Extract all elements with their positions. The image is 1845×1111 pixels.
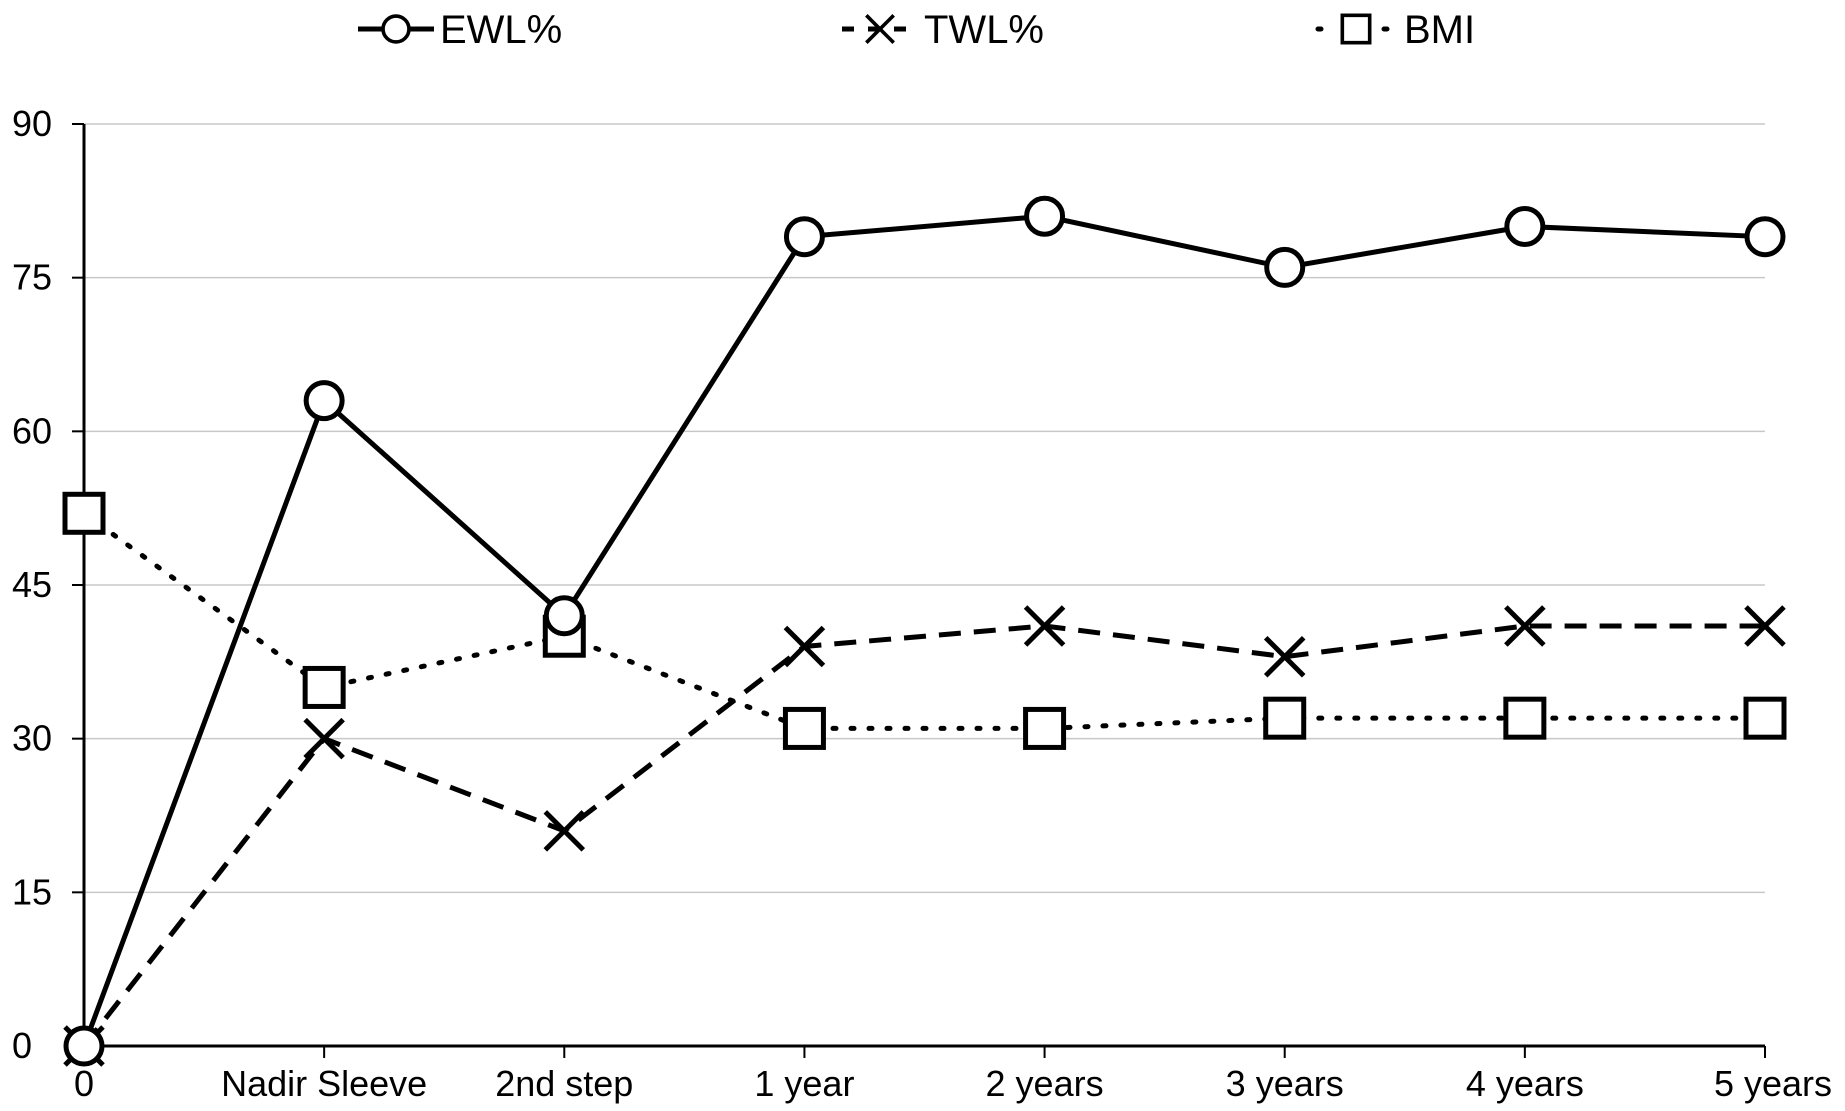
legend-item-bmi: BMI — [1315, 8, 1475, 52]
x-marker-stroke — [1263, 635, 1306, 678]
series-ewl — [63, 195, 1786, 1067]
x-tick-label: 0 — [74, 1063, 94, 1104]
x-marker-stroke — [865, 14, 895, 44]
data-point-bmi — [1023, 706, 1067, 750]
data-point-bmi — [1263, 696, 1307, 740]
legend-item-twl: TWL% — [842, 8, 1044, 52]
series-line-bmi — [81, 510, 1768, 731]
x-tick-label: 4 years — [1466, 1063, 1584, 1104]
data-point-twl — [1504, 605, 1546, 647]
axes — [72, 123, 1766, 1058]
x-marker-stroke — [303, 717, 345, 760]
y-tick-label: 75 — [12, 257, 52, 298]
data-point-ewl — [1504, 205, 1546, 247]
data-point-bmi — [62, 491, 106, 535]
data-point-twl — [1023, 605, 1066, 647]
legend-label: EWL% — [440, 8, 562, 52]
y-tick-label: 0 — [12, 1025, 32, 1066]
data-point-twl — [1744, 605, 1786, 647]
series-line-twl — [82, 623, 1765, 1048]
y-tick-label: 15 — [12, 871, 52, 912]
legend-marker-bmi — [1340, 13, 1372, 45]
x-marker-stroke — [1744, 605, 1786, 647]
legend-marker-twl — [865, 14, 895, 44]
data-point-twl — [543, 810, 586, 852]
y-tick-label: 30 — [12, 718, 52, 759]
data-point-ewl — [303, 380, 345, 422]
x-tick-label: 1 year — [754, 1063, 854, 1104]
legend-label: BMI — [1404, 8, 1475, 52]
data-point-twl — [1263, 635, 1306, 678]
gridlines — [84, 123, 1765, 894]
data-point-ewl — [1264, 246, 1306, 288]
legend-marker-ewl — [381, 14, 411, 44]
y-tick-label: 60 — [12, 410, 52, 451]
x-tick-label: 2 years — [986, 1063, 1104, 1104]
data-point-bmi — [782, 706, 826, 750]
data-point-bmi — [1743, 696, 1787, 740]
legend-label: TWL% — [924, 8, 1044, 52]
x-tick-label: 3 years — [1226, 1063, 1344, 1104]
data-point-ewl — [543, 595, 585, 637]
x-tick-label: 5 years — [1714, 1063, 1832, 1104]
x-tick-label: 2nd step — [495, 1063, 633, 1104]
data-point-twl — [303, 717, 345, 760]
legend-marker-group — [1340, 13, 1372, 45]
data-point-bmi — [302, 665, 346, 709]
y-tick-label: 90 — [12, 103, 52, 144]
data-point-ewl — [63, 1025, 105, 1067]
y-axis-tick-labels: 0 15 30 45 60 75 90 — [12, 103, 52, 1066]
x-marker-stroke — [1504, 605, 1546, 647]
legend-item-ewl: EWL% — [358, 8, 562, 52]
y-tick-label: 45 — [12, 564, 52, 605]
data-point-twl — [783, 625, 826, 668]
x-axis-tick-labels: 0 Nadir Sleeve 2nd step 1 year 2 years 3 year… — [74, 1063, 1832, 1104]
x-marker-stroke — [1023, 605, 1066, 647]
legend: EWL% TWL% BMI — [358, 8, 1475, 52]
series-line-ewl — [81, 213, 1766, 1047]
legend-marker-group — [865, 14, 895, 44]
data-point-bmi — [1503, 696, 1547, 740]
data-point-ewl — [1744, 216, 1786, 258]
x-marker-stroke — [783, 625, 826, 668]
series-layer — [62, 195, 1787, 1067]
legend-marker-group — [381, 14, 411, 44]
data-point-ewl — [1024, 195, 1066, 237]
x-marker-stroke — [543, 810, 586, 852]
x-tick-label: Nadir Sleeve — [221, 1063, 427, 1104]
data-point-ewl — [783, 216, 825, 258]
